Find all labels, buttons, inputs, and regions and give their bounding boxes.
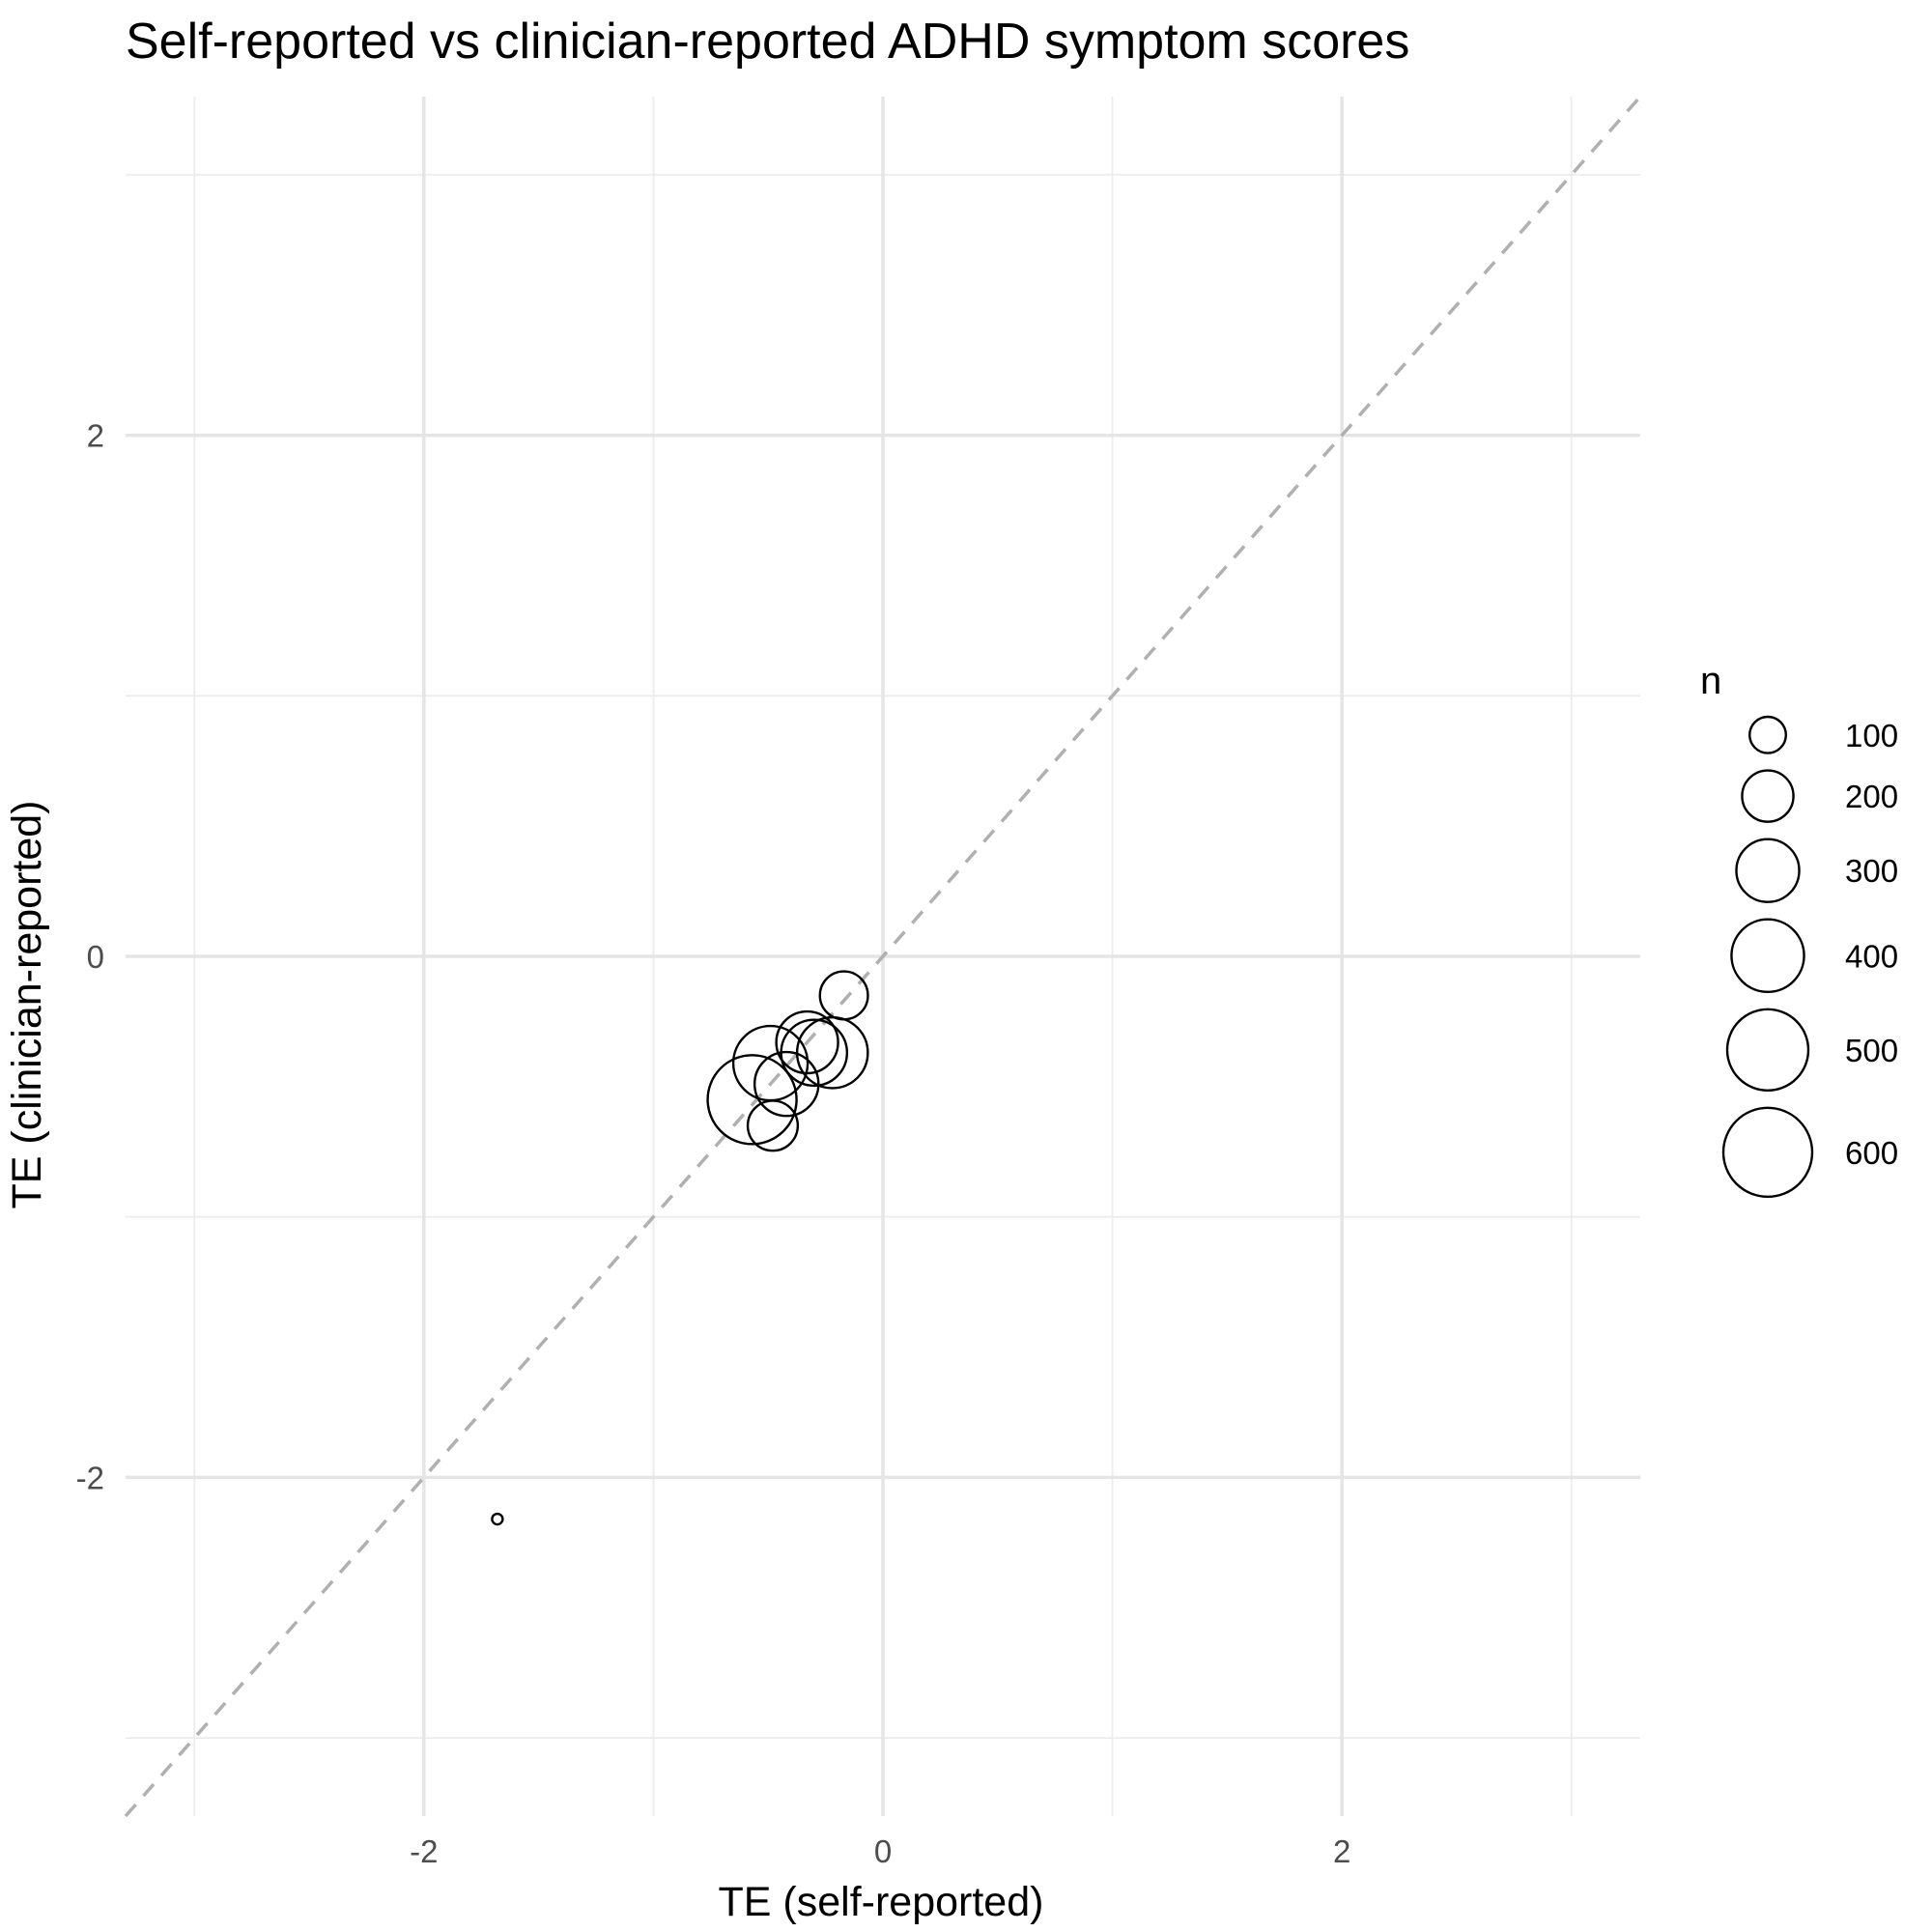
x-tick-label: 2 [1333, 1833, 1350, 1869]
data-point [706, 1054, 798, 1146]
legend-label: 200 [1845, 779, 1898, 814]
legend-label: 100 [1845, 718, 1898, 753]
y-axis-ticks: -2 0 2 [76, 418, 104, 1496]
chart-title: Self-reported vs clinician-reported ADHD… [126, 14, 1409, 70]
y-tick-label: 0 [87, 939, 104, 975]
x-tick-label: -2 [410, 1833, 438, 1869]
data-point [731, 1024, 810, 1102]
legend-key [1725, 1008, 1810, 1093]
data-points [491, 970, 869, 1526]
data-point [746, 1099, 800, 1152]
legend-key [1735, 838, 1801, 903]
data-point [491, 1512, 504, 1526]
x-axis-ticks: -2 0 2 [410, 1833, 1350, 1869]
legend-label: 600 [1845, 1135, 1898, 1171]
size-legend: n 100 200 300 400 500 600 [1700, 660, 1898, 1199]
legend-key [1748, 715, 1787, 754]
legend-items: 100 200 300 400 500 600 [1721, 715, 1898, 1199]
legend-title: n [1700, 660, 1721, 702]
data-point [818, 970, 869, 1021]
legend-label: 300 [1845, 853, 1898, 889]
legend-key [1741, 769, 1795, 823]
legend-label: 400 [1845, 938, 1898, 974]
y-tick-label: -2 [76, 1460, 104, 1495]
y-tick-label: 2 [87, 418, 104, 454]
data-point [775, 1009, 839, 1075]
identity-reference-line [124, 95, 1642, 1818]
x-tick-label: 0 [874, 1833, 892, 1869]
legend-label: 500 [1845, 1033, 1898, 1068]
x-axis-title: TE (self-reported) [719, 1879, 1044, 1925]
y-axis-title: TE (clinician-reported) [4, 801, 50, 1209]
legend-key [1730, 918, 1805, 994]
legend-key [1721, 1106, 1814, 1199]
data-point [795, 1015, 869, 1090]
data-point [753, 1050, 820, 1118]
data-point [780, 1018, 849, 1088]
